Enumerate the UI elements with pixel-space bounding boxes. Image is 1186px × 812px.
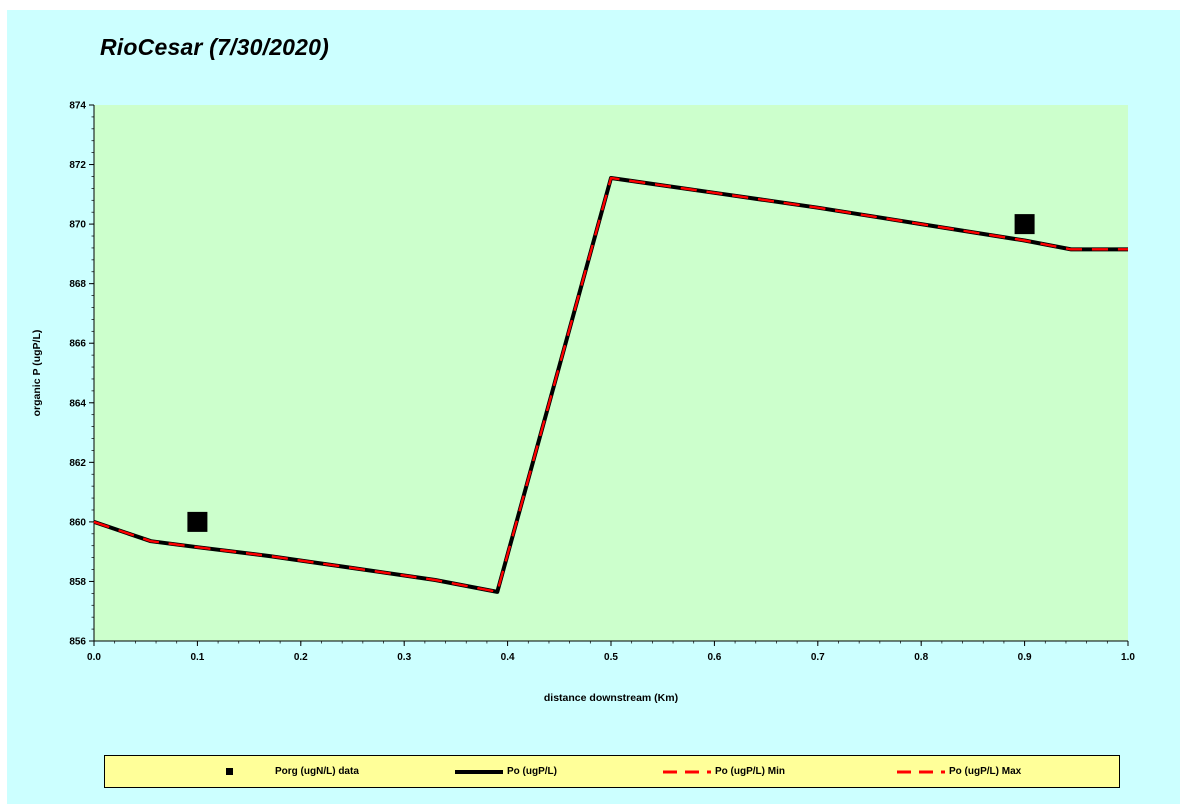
- x-tick-label: 0.9: [1018, 652, 1032, 663]
- x-tick-label: 0.3: [397, 652, 411, 663]
- x-tick-label: 0.1: [190, 652, 204, 663]
- series-layer: [93, 176, 1128, 594]
- y-tick-label: 862: [69, 458, 86, 469]
- plot-area: [94, 105, 1128, 641]
- x-tick-label: 1.0: [1121, 652, 1135, 663]
- legend-label: Po (ugP/L): [507, 766, 557, 777]
- y-tick-label: 868: [69, 279, 86, 290]
- x-tick-label: 0.4: [501, 652, 515, 663]
- x-tick-label: 0.0: [87, 652, 101, 663]
- x-tick-label: 0.8: [914, 652, 928, 663]
- y-axis-title: organic P (ugP/L): [31, 330, 43, 417]
- y-tick-label: 860: [69, 517, 86, 528]
- legend-label: Po (ugP/L) Max: [949, 766, 1022, 777]
- data-point-marker: [187, 511, 208, 532]
- legend-label: Porg (ugN/L) data: [275, 766, 359, 777]
- y-tick-label: 870: [69, 220, 86, 231]
- x-axis-title: distance downstream (Km): [544, 692, 678, 704]
- legend-dashed-line-icon: [897, 770, 945, 773]
- y-tick-label: 856: [69, 637, 86, 648]
- y-tick-label: 874: [69, 101, 86, 112]
- legend-item-po-max: Po (ugP/L) Max: [895, 756, 1021, 787]
- legend-solid-line-icon: [455, 769, 503, 774]
- chart-title: RioCesar (7/30/2020): [100, 34, 330, 60]
- legend: Porg (ugN/L) data Po (ugP/L) Po (ugP/L) …: [104, 755, 1120, 788]
- legend-label: Po (ugP/L) Min: [715, 766, 785, 777]
- legend-item-po: Po (ugP/L): [453, 756, 557, 787]
- legend-item-po-min: Po (ugP/L) Min: [661, 756, 785, 787]
- x-tick-label: 0.2: [294, 652, 308, 663]
- y-tick-label: 858: [69, 577, 86, 588]
- y-tick-label: 872: [69, 160, 86, 171]
- y-tick-label: 866: [69, 339, 86, 350]
- axes: 856 858 860 862 864 866 868 870 872 874 0.0 0.1 0.2 0…: [69, 101, 1135, 664]
- legend-square-marker-icon: [226, 767, 233, 775]
- x-tick-label: 0.7: [811, 652, 825, 663]
- data-point-marker: [1014, 214, 1035, 235]
- x-tick-label: 0.6: [707, 652, 721, 663]
- x-tick-label: 0.5: [604, 652, 618, 663]
- legend-item-data: Porg (ugN/L) data: [223, 756, 359, 787]
- y-tick-label: 864: [69, 398, 86, 409]
- legend-dashed-line-icon: [663, 770, 711, 773]
- series-line-3: [93, 176, 1128, 594]
